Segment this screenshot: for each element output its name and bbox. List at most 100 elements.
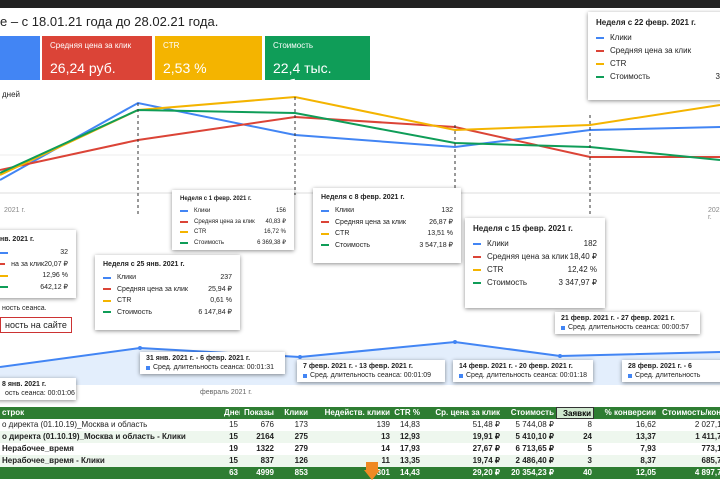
session-tooltip: 21 февр. 2021 г. - 27 февр. 2021 г. Сред.… — [555, 312, 700, 334]
tooltip-value: 16,72 % — [263, 229, 286, 235]
tooltip-label: CTR — [610, 59, 627, 68]
tooltip-value: 12,96 % — [42, 272, 68, 279]
legend-dot — [561, 325, 565, 330]
table-cell: 29,20 ₽ — [472, 468, 500, 477]
table-cell: 11 — [381, 456, 390, 465]
table-cell: 15 — [229, 432, 238, 441]
tooltip-value: 6 147,84 ₽ — [198, 309, 232, 316]
table-cell: Клики — [284, 408, 308, 417]
tooltip-label: Клики — [335, 207, 355, 214]
legend-dot — [596, 62, 604, 65]
legend-dot — [103, 311, 111, 313]
session-row: Сред. длительность сеанса: 00:01:31 — [146, 364, 279, 371]
legend-dot — [473, 281, 481, 284]
legend-dot — [180, 220, 188, 223]
tooltip-row: Клики — [596, 33, 720, 42]
chart-label: дней — [2, 90, 21, 99]
cursor-arrow — [364, 462, 380, 480]
table-cell: 837 — [260, 456, 274, 465]
table-cell: Ср. цена за клик — [435, 408, 500, 417]
tooltip-row: 32 — [0, 249, 68, 256]
tooltip-label: Клики — [610, 33, 632, 42]
table-cell: 27,67 ₽ — [472, 444, 500, 453]
table-cell: Нерабочее_время — [2, 444, 74, 453]
table-cell: 4999 — [256, 468, 274, 477]
legend-dot — [473, 268, 481, 271]
session-row: Сред. длительность сеанса: 00:01:09 — [303, 372, 439, 379]
tooltip-label: CTR — [194, 229, 207, 235]
tooltip-row: Средняя цена за клик 18,40 ₽ — [473, 252, 597, 261]
table-cell: 5 — [587, 444, 592, 453]
session-title: 8 янв. 2021 г. — [2, 381, 47, 388]
table-cell: 63 — [229, 468, 238, 477]
table-cell: Стоимость/конв — [661, 408, 720, 417]
axis-label: 2021 г. — [4, 207, 26, 214]
tooltip-value: 3 347,97 ₽ — [558, 278, 597, 287]
session-text: Сред. длительность сеанса: 00:01:09 — [310, 372, 431, 379]
table-cell: 173 — [294, 420, 308, 429]
scorecard-value: 2,53 % — [163, 60, 207, 76]
tooltip-row: Клики 156 — [180, 208, 286, 214]
legend-dot — [180, 241, 188, 244]
tooltip-label: Клики — [117, 274, 137, 281]
table-cell: 13,37 — [635, 432, 656, 441]
table-cell: 1 411,75 — [695, 432, 720, 441]
tooltip: Неделя с 15 февр. 2021 г. Клики 182 Средняя… — [465, 218, 605, 308]
table-row-bg — [0, 407, 720, 419]
table-cell: 2164 — [256, 432, 274, 441]
tooltip-row: Стоимость 6 147,84 ₽ — [103, 308, 232, 316]
tooltip-value: 237 — [220, 274, 232, 281]
scorecard: CTR 2,53 % — [155, 36, 262, 80]
table-cell: строк — [2, 408, 25, 417]
table-cell: 12,05 — [635, 468, 656, 477]
metric-button[interactable]: ность на сайте — [0, 317, 72, 333]
tooltip-value: 12,42 % — [567, 265, 597, 274]
tooltip-label: Средняя цена за клик — [194, 218, 255, 225]
table-cell: 676 — [260, 420, 274, 429]
table-cell: 17,93 — [399, 444, 420, 453]
tooltip-label: Стоимость — [335, 241, 371, 249]
table-cell: % конверсии — [604, 408, 656, 417]
legend-dot — [473, 255, 481, 258]
table-cell: 5 410,10 ₽ — [515, 432, 554, 441]
tooltip-row: CTR 0,61 % — [103, 297, 232, 304]
tooltip-label: на за клик — [11, 260, 45, 268]
table-row-bg — [0, 455, 720, 467]
legend-dot — [321, 232, 329, 235]
scorecard: Средняя цена за клик 26,24 руб. — [42, 36, 152, 80]
table-cell: 275 — [294, 432, 308, 441]
tooltip-row: CTR 16,72 % — [180, 229, 286, 235]
session-text: Сред. длительность сеанса: 00:01:18 — [466, 372, 587, 379]
top-bar — [0, 0, 720, 8]
session-title: 21 февр. 2021 г. - 27 февр. 2021 г. — [561, 315, 675, 322]
note: ность сеанса. — [2, 305, 47, 312]
session-text: ость сеанса: 00:01:06 — [5, 390, 75, 397]
tooltip-row: Клики 182 — [473, 239, 597, 248]
session-tooltip: 8 янв. 2021 г. ость сеанса: 00:01:06 — [0, 378, 76, 400]
legend-dot — [0, 274, 8, 277]
legend-dot — [321, 244, 329, 246]
tooltip-value: 20,07 ₽ — [44, 261, 68, 268]
tooltip-row: Стоимость 6 369,38 ₽ — [180, 239, 286, 246]
tooltip-value: 6 369,38 ₽ — [257, 240, 286, 246]
table-cell: 8 — [587, 420, 592, 429]
legend-dot — [321, 221, 329, 223]
legend-dot — [103, 276, 111, 279]
tooltip-label: CTR — [117, 297, 132, 304]
table-cell: 14,43 — [399, 468, 420, 477]
legend-dot — [596, 49, 604, 52]
table-cell: 279 — [294, 444, 308, 453]
legend-dot — [473, 242, 481, 245]
table-cell: 51,48 ₽ — [472, 420, 500, 429]
table-cell: 19,74 ₽ — [472, 456, 500, 465]
scorecard-value: 22,4 тыс. руб. — [273, 60, 332, 92]
legend-dot — [0, 286, 8, 288]
tooltip-label: Стоимость — [487, 278, 528, 287]
tooltip-row: на за клик 20,07 ₽ — [0, 260, 68, 268]
tooltip-value: 182 — [583, 239, 597, 248]
table-cell: Нерабочее_время - Клики — [2, 456, 105, 465]
tooltip-row: Клики 132 — [321, 207, 453, 214]
tooltip-value: 13,51 % — [427, 230, 453, 237]
tooltip-row: Клики 237 — [103, 274, 232, 281]
session-tooltip: 7 февр. 2021 г. - 13 февр. 2021 г. Сред. … — [297, 360, 445, 382]
